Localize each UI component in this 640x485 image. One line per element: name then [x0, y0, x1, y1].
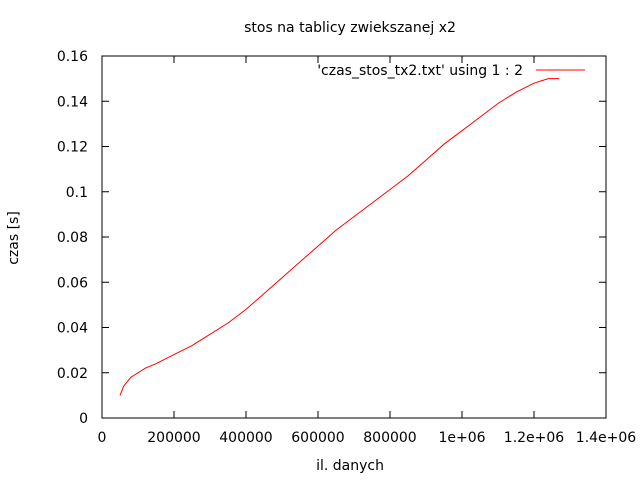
- y-axis-ticks: 0 0.02 0.04 0.06 0.08 0.1 0.12 0.14 0.16: [57, 49, 606, 427]
- x-tick-label: 600000: [291, 430, 344, 446]
- y-tick-label: 0.06: [57, 275, 88, 291]
- x-tick-label: 1.2e+06: [504, 430, 565, 446]
- chart-title: stos na tablicy zwiekszanej x2: [244, 20, 456, 36]
- x-axis-ticks: 0 200000 400000 600000 800000 1e+06 1.2e+06 1.4…: [98, 56, 637, 446]
- y-tick-label: 0.04: [57, 321, 88, 337]
- x-tick-label: 800000: [363, 430, 416, 446]
- legend: 'czas_stos_tx2.txt' using 1 : 2: [317, 63, 585, 79]
- y-tick-label: 0.02: [57, 366, 88, 382]
- y-tick-label: 0.1: [66, 185, 88, 201]
- series-line-0: [119, 78, 560, 396]
- x-tick-label: 1e+06: [438, 430, 485, 446]
- x-tick-label: 0: [98, 430, 107, 446]
- y-tick-label: 0.16: [57, 49, 88, 65]
- legend-label: 'czas_stos_tx2.txt' using 1 : 2: [317, 63, 523, 79]
- x-axis-label: il. danych: [316, 458, 384, 474]
- plot-frame: [101, 55, 607, 419]
- series-layer: [119, 78, 560, 396]
- x-tick-label: 400000: [219, 430, 272, 446]
- y-tick-label: 0.08: [57, 230, 88, 246]
- x-tick-label: 1.4e+06: [576, 430, 637, 446]
- y-axis-label: czas [s]: [6, 211, 22, 265]
- x-tick-label: 200000: [147, 430, 200, 446]
- y-tick-label: 0.12: [57, 140, 88, 156]
- y-tick-label: 0: [79, 411, 88, 427]
- y-tick-label: 0.14: [57, 94, 88, 110]
